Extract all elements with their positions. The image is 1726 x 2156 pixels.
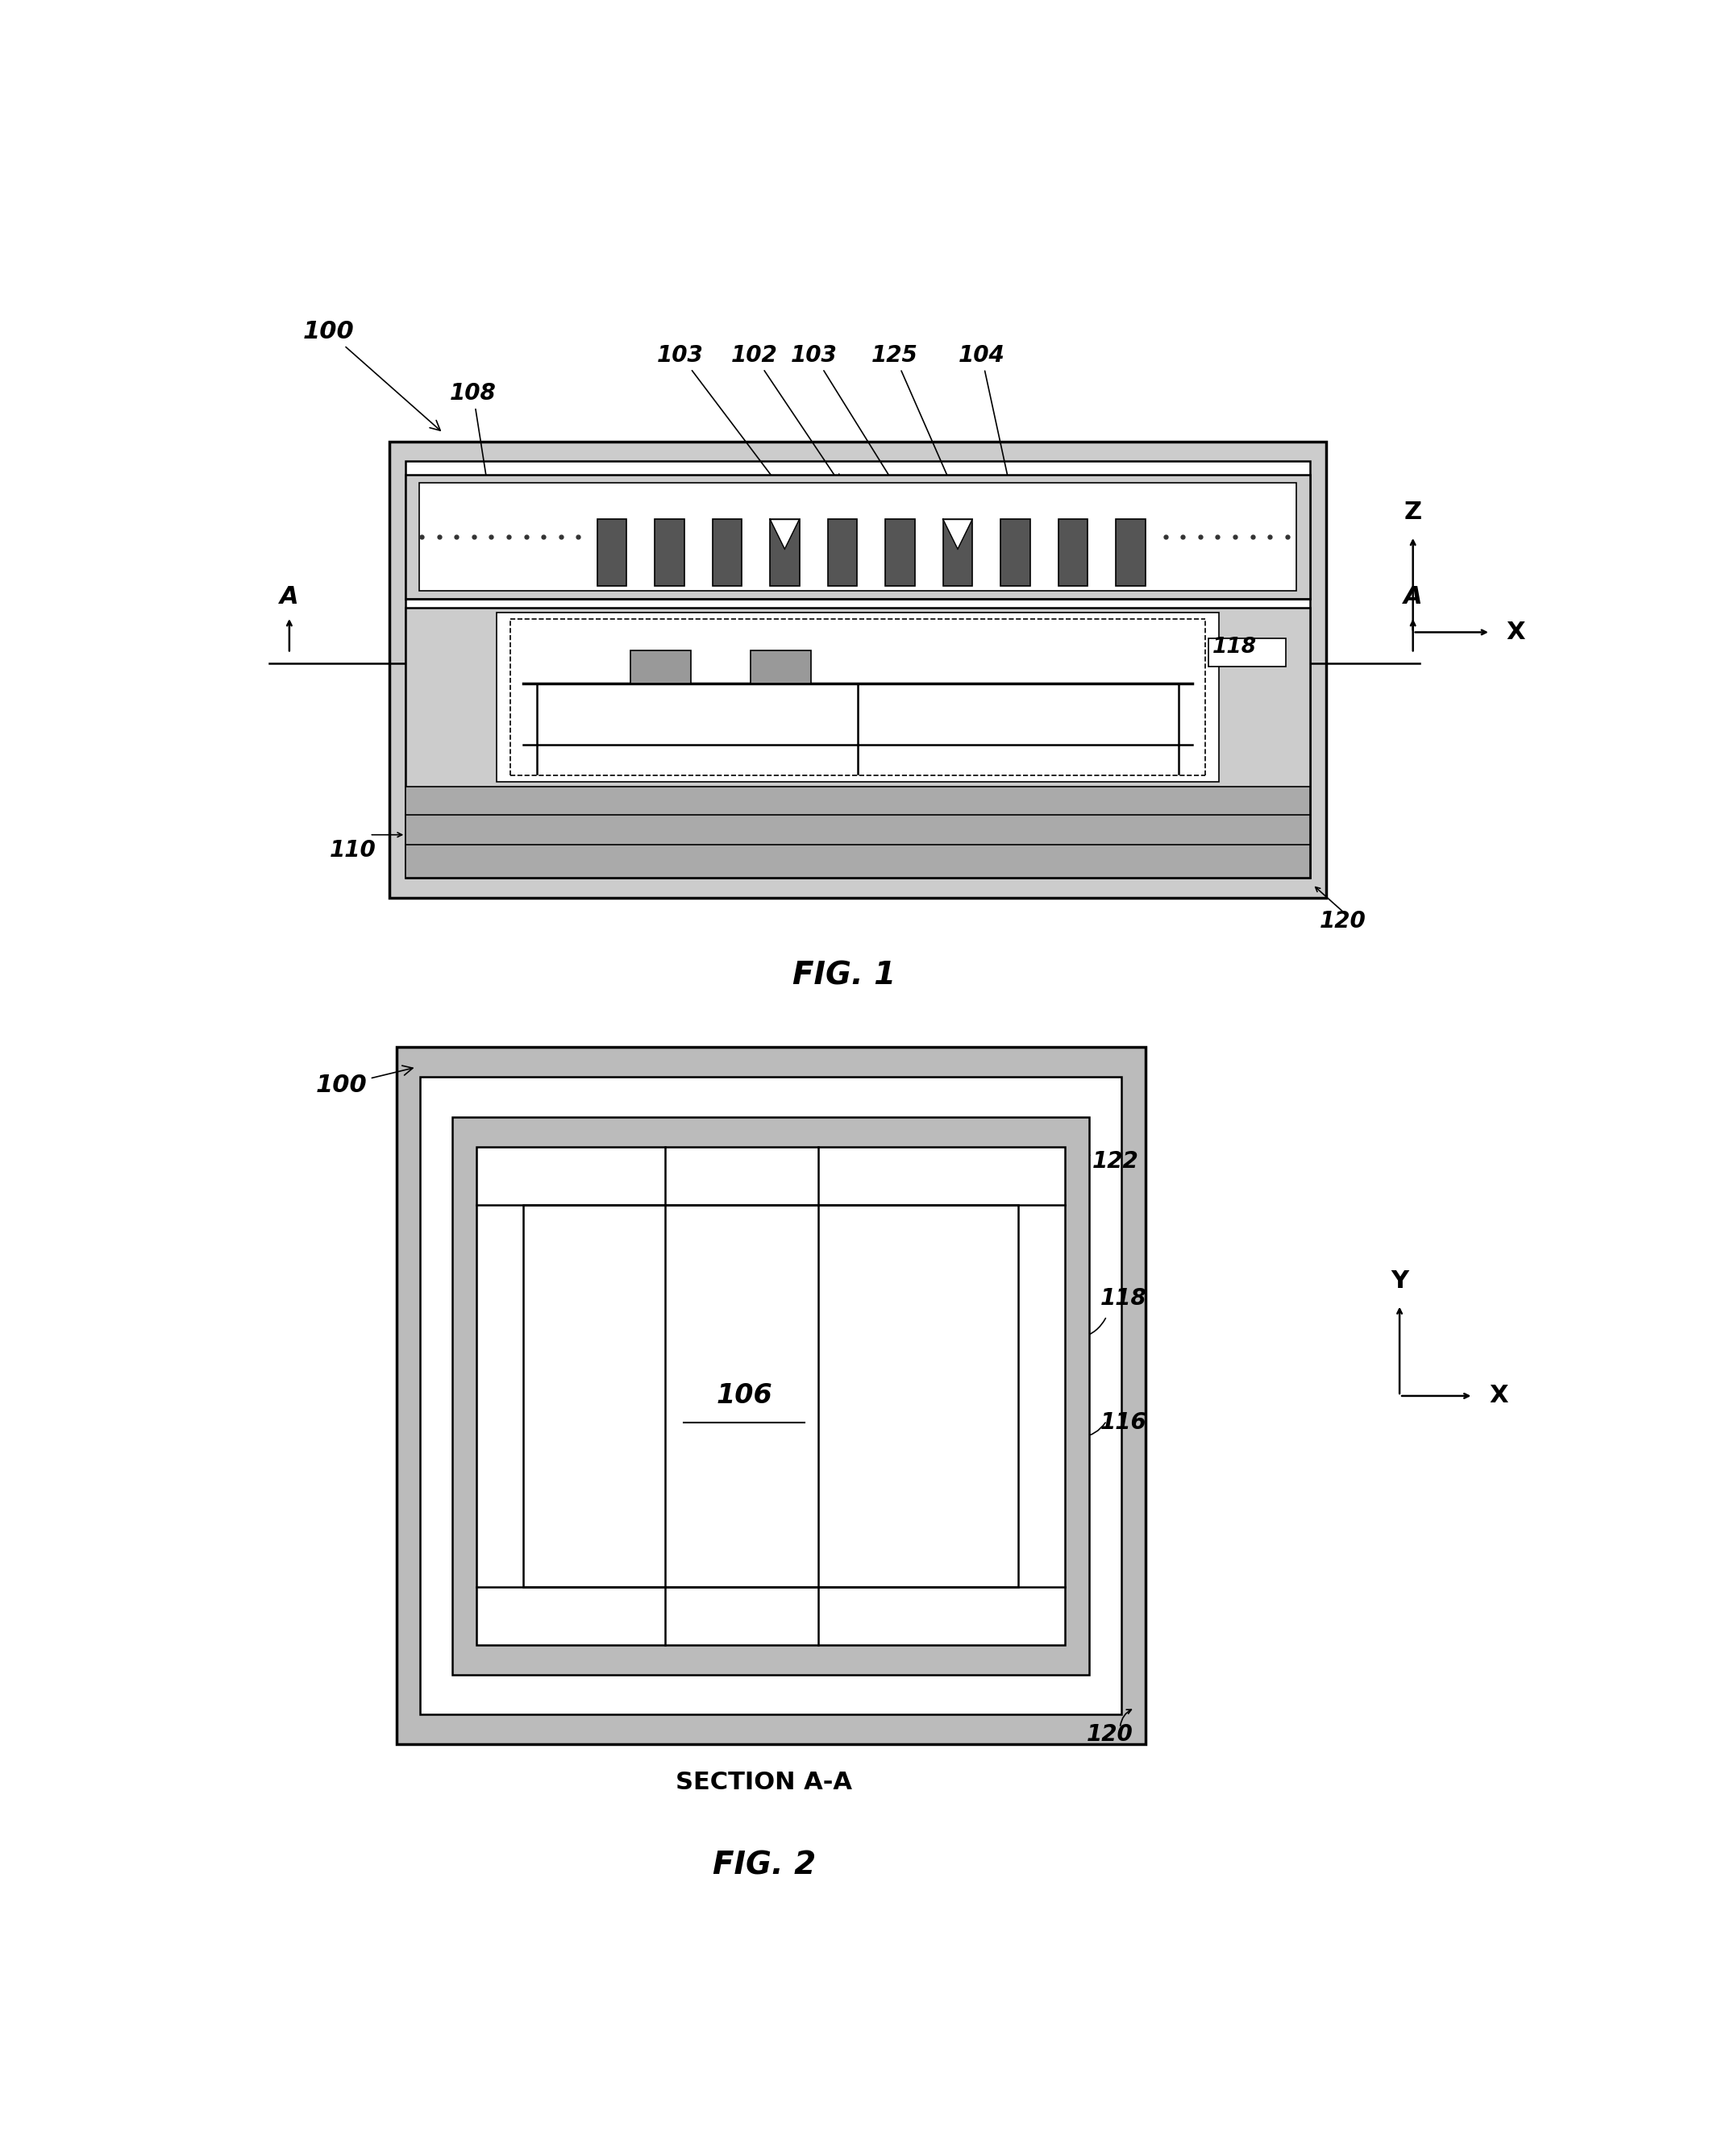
- Bar: [397, 1048, 1146, 1744]
- Bar: [406, 461, 1310, 877]
- Text: 122: 122: [1208, 614, 1255, 638]
- Text: 103: 103: [658, 345, 782, 489]
- Bar: [1058, 520, 1087, 586]
- Bar: [1117, 520, 1146, 586]
- Bar: [942, 520, 972, 586]
- Text: FIG. 2: FIG. 2: [713, 1850, 816, 1880]
- Bar: [406, 787, 1310, 877]
- Text: 118: 118: [1212, 636, 1257, 658]
- Text: 110: 110: [330, 839, 376, 860]
- Bar: [419, 483, 1296, 591]
- Bar: [654, 520, 683, 586]
- Text: 125: 125: [872, 345, 956, 496]
- Polygon shape: [770, 520, 799, 550]
- Polygon shape: [942, 520, 972, 550]
- Bar: [476, 1147, 1065, 1645]
- Bar: [523, 1205, 1018, 1587]
- Bar: [1001, 520, 1030, 586]
- Text: 120: 120: [1319, 910, 1365, 934]
- Text: FIG. 1: FIG. 1: [792, 962, 896, 992]
- Text: 114: 114: [675, 1179, 721, 1201]
- Bar: [1208, 638, 1286, 666]
- Text: SECTION A-A: SECTION A-A: [677, 1770, 853, 1794]
- Text: 102: 102: [730, 345, 841, 483]
- Text: 122: 122: [1093, 1149, 1139, 1173]
- Bar: [497, 612, 1219, 783]
- Text: 108: 108: [450, 382, 499, 539]
- Text: X: X: [1490, 1384, 1509, 1408]
- Bar: [828, 520, 858, 586]
- Bar: [390, 442, 1326, 897]
- Text: A: A: [280, 584, 299, 608]
- Text: 120: 120: [1087, 1723, 1132, 1746]
- Bar: [597, 520, 627, 586]
- Text: X: X: [1507, 621, 1526, 645]
- Text: Z: Z: [1403, 500, 1422, 524]
- Text: 104: 104: [958, 345, 1017, 509]
- Bar: [406, 608, 1310, 877]
- Bar: [452, 1117, 1089, 1675]
- Bar: [751, 651, 811, 683]
- Text: 106: 106: [716, 1382, 772, 1410]
- Text: A: A: [1403, 584, 1422, 608]
- Text: 116: 116: [1099, 1412, 1146, 1434]
- Bar: [406, 474, 1310, 599]
- Bar: [885, 520, 915, 586]
- Text: 103: 103: [791, 345, 898, 489]
- Text: 118: 118: [1099, 1287, 1146, 1309]
- Text: Y: Y: [1391, 1270, 1408, 1294]
- Bar: [770, 520, 799, 586]
- Text: 100: 100: [302, 319, 440, 431]
- Text: 100: 100: [316, 1065, 413, 1097]
- Bar: [421, 1078, 1122, 1714]
- Bar: [630, 651, 690, 683]
- Text: 112: 112: [487, 1179, 533, 1201]
- Bar: [713, 520, 742, 586]
- Text: 106: 106: [570, 828, 616, 849]
